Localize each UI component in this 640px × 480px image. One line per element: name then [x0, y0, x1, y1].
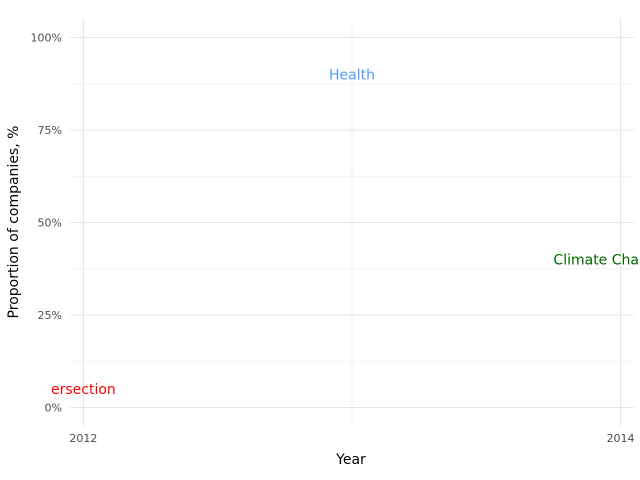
- y-tick-label: 50%: [38, 217, 62, 230]
- series-label: ersection: [51, 382, 116, 398]
- series-labels: ersection Health Climate Cha: [51, 68, 639, 399]
- series-label: Health: [329, 68, 375, 84]
- x-axis-ticks: 2012 2014: [69, 432, 634, 445]
- y-tick-label: 25%: [38, 309, 62, 322]
- x-tick-label: 2014: [607, 432, 635, 445]
- y-axis-title: Proportion of companies, %: [6, 126, 22, 319]
- series-label: Climate Cha: [553, 253, 639, 269]
- grid-major: [70, 19, 634, 426]
- y-tick-label: 75%: [38, 124, 62, 137]
- x-tick-label: 2012: [69, 432, 97, 445]
- y-axis-ticks: 0% 25% 50% 75% 100%: [31, 32, 62, 415]
- y-tick-label: 100%: [31, 32, 62, 45]
- y-tick-label: 0%: [45, 402, 62, 415]
- x-axis-title: Year: [335, 452, 366, 468]
